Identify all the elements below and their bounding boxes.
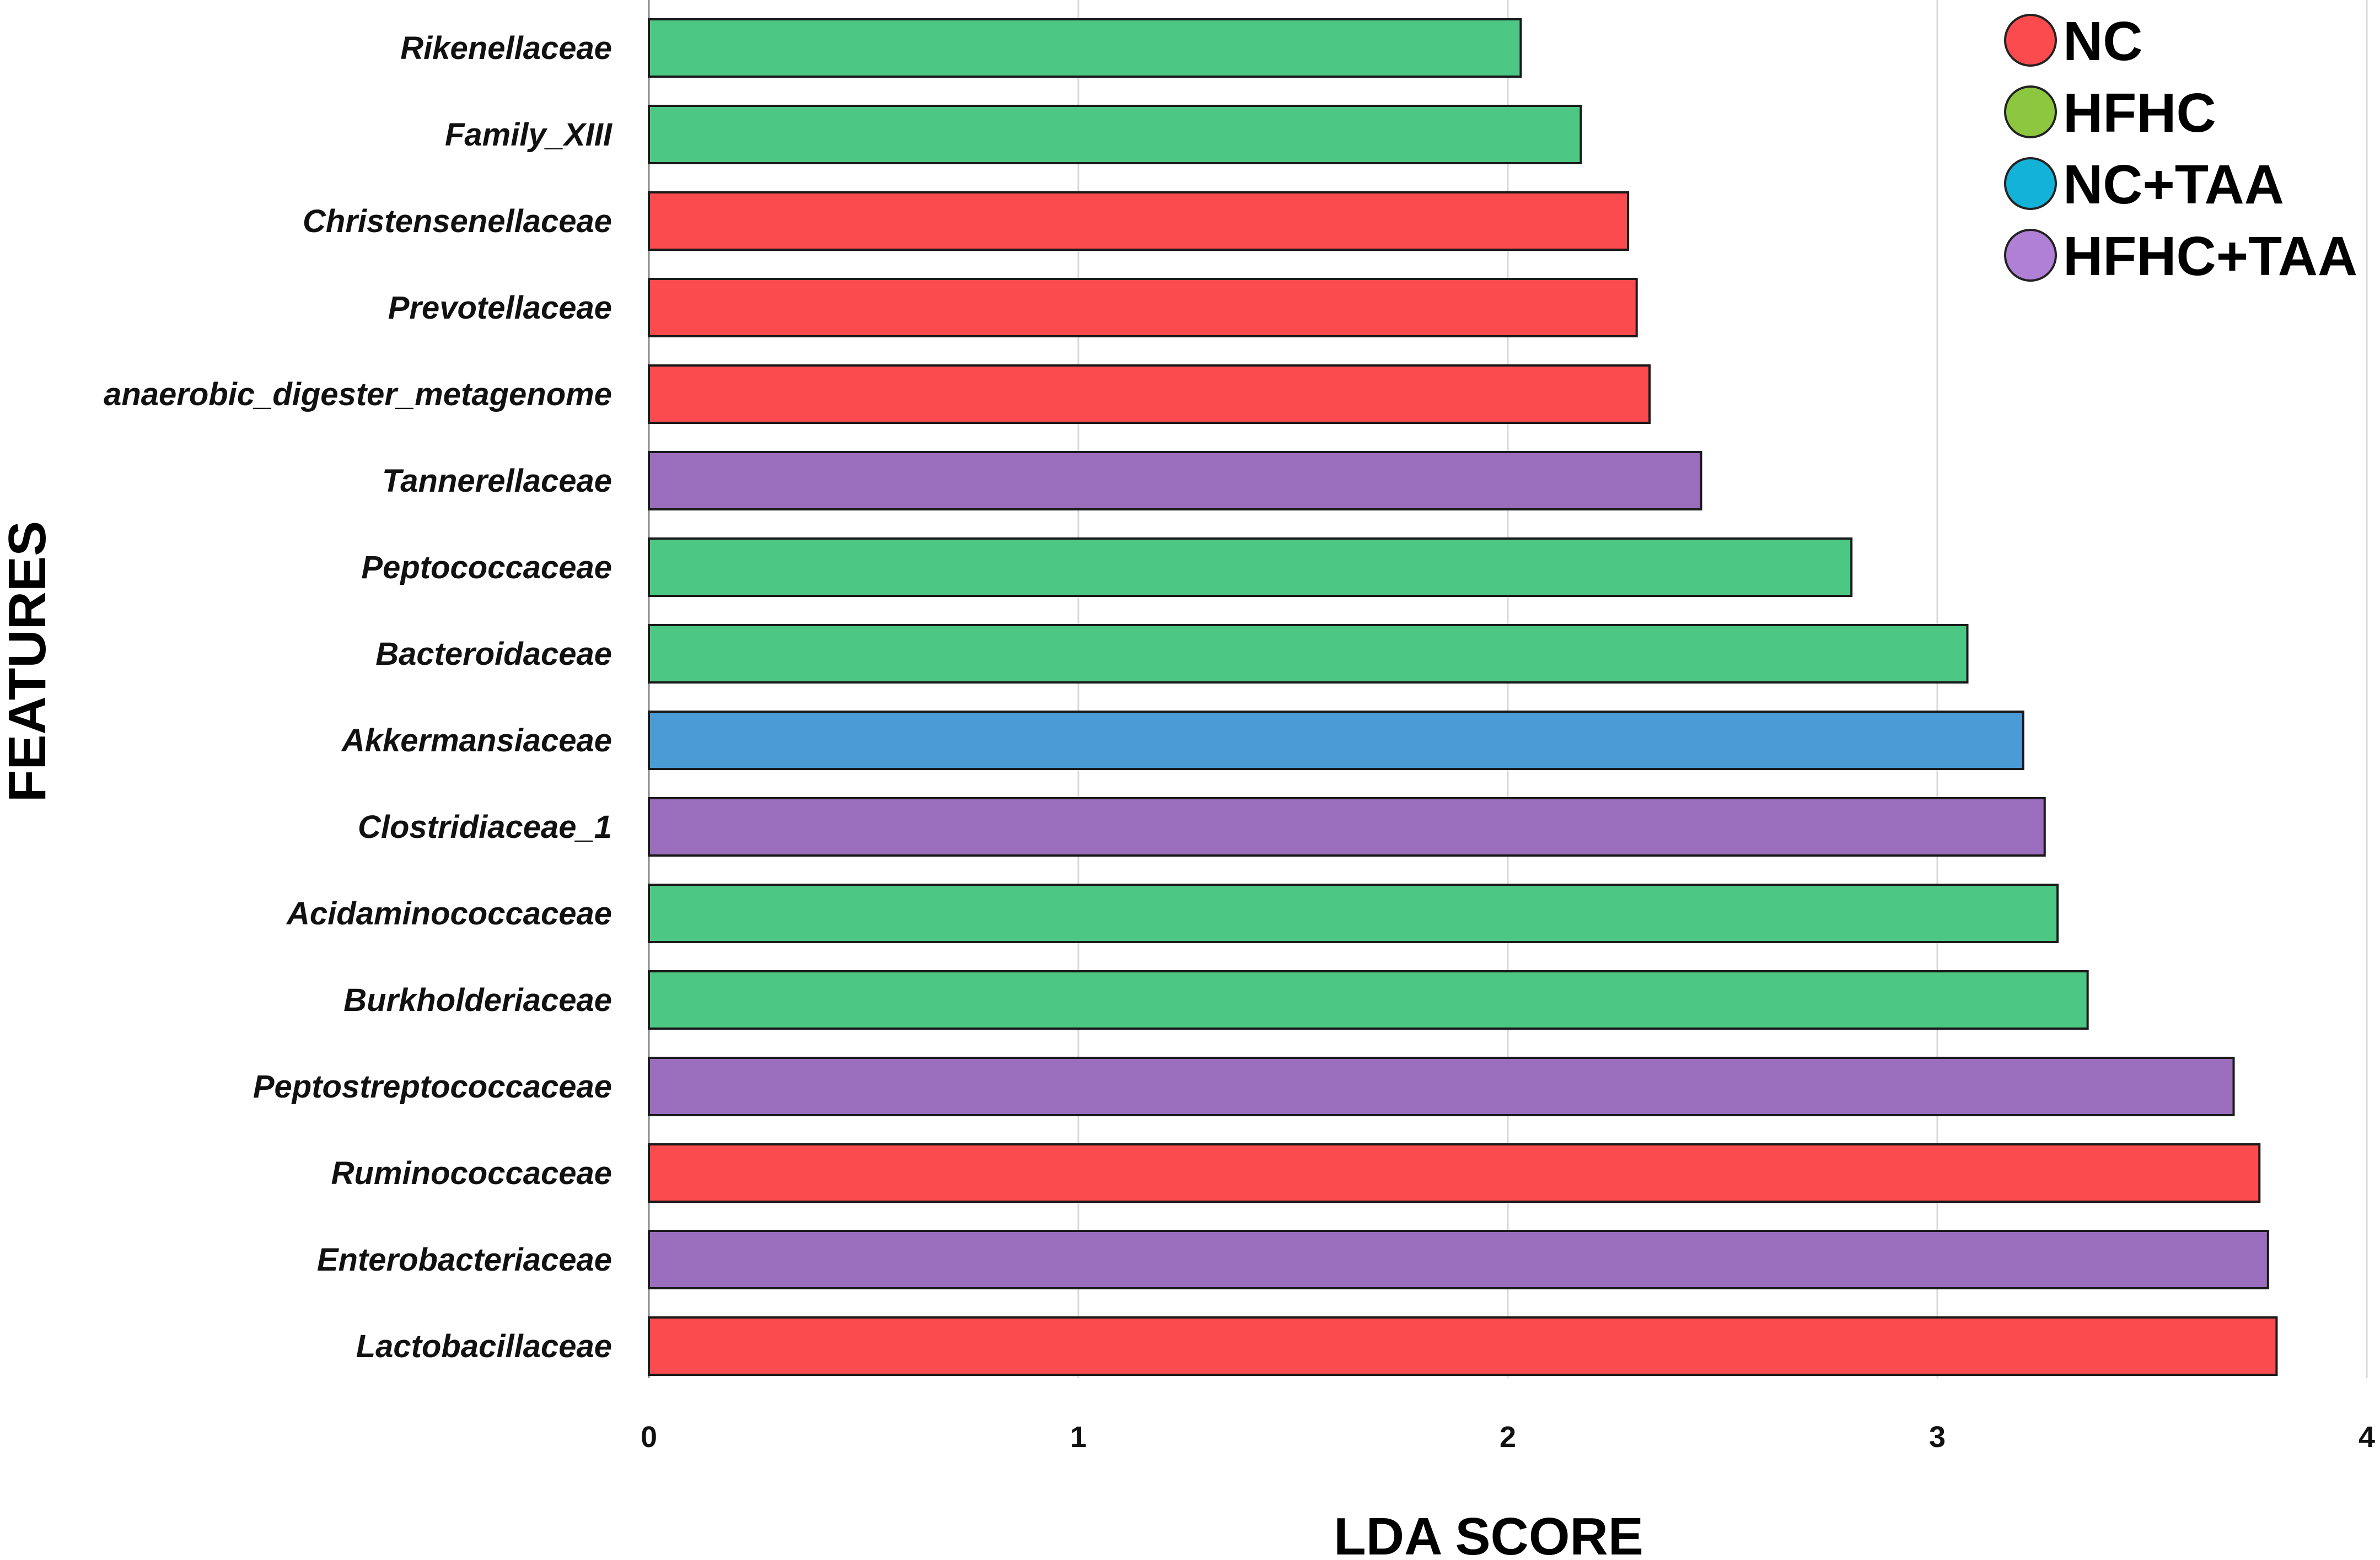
- category-label: Tannerellaceae: [382, 463, 612, 499]
- category-label: Enterobacteriaceae: [317, 1242, 612, 1278]
- category-label: Lactobacillaceae: [356, 1328, 612, 1364]
- y-axis-title: FEATURES: [0, 521, 57, 802]
- bar: [648, 1230, 2269, 1289]
- legend-label: HFHC: [2063, 82, 2216, 144]
- legend-label: NC+TAA: [2063, 154, 2284, 216]
- bar: [648, 364, 1651, 424]
- legend-marker: [2004, 229, 2057, 282]
- category-label: Akkermansiaceae: [341, 723, 612, 759]
- legend-label: NC: [2063, 10, 2142, 72]
- bar: [648, 537, 1853, 597]
- category-label: Rikenellaceae: [400, 30, 612, 66]
- bar: [648, 1057, 2235, 1116]
- bar: [648, 1316, 2278, 1376]
- category-label: Ruminococcaceae: [331, 1155, 612, 1191]
- bar: [648, 711, 2024, 770]
- bar: [648, 1143, 2261, 1203]
- category-label: anaerobic_digester_metagenome: [104, 376, 612, 412]
- category-label: Christensenellaceae: [303, 203, 612, 239]
- legend-marker: [2004, 85, 2057, 138]
- category-label: Acidaminococcaceae: [286, 896, 612, 932]
- category-label: Prevotellaceae: [388, 290, 612, 326]
- x-tick-label: 2: [1500, 1421, 1516, 1454]
- legend-label: HFHC+TAA: [2063, 225, 2357, 287]
- category-label: Peptococcaceae: [361, 550, 612, 585]
- category-labels: Rikenellaceae Family_XIII Christensenellac…: [104, 30, 613, 1364]
- legend: NC HFHC NC+TAA HFHC+TAA: [2004, 10, 2357, 287]
- x-axis-title: LDA SCORE: [1334, 1507, 1643, 1560]
- category-label: Family_XIII: [445, 117, 613, 153]
- x-tick-label: 4: [2358, 1421, 2375, 1454]
- x-tick-label: 3: [1929, 1421, 1946, 1454]
- bar: [648, 451, 1702, 510]
- category-label: Clostridiaceae_1: [358, 809, 612, 845]
- bar: [648, 797, 2046, 857]
- bar: [648, 970, 2089, 1030]
- x-tick-label: 1: [1070, 1421, 1087, 1454]
- x-tick-label: 0: [641, 1421, 657, 1454]
- bar: [648, 884, 2059, 943]
- x-tick-labels: 0 1 2 3 4: [641, 1421, 2375, 1454]
- bar: [648, 105, 1582, 164]
- legend-marker: [2004, 157, 2057, 210]
- bar: [648, 191, 1630, 251]
- category-label: Burkholderiaceae: [343, 982, 612, 1018]
- bars: [648, 18, 2278, 1376]
- bar: [648, 18, 1522, 78]
- category-label: Peptostreptococcaceae: [253, 1069, 612, 1105]
- bar: [648, 278, 1638, 337]
- legend-marker: [2004, 14, 2057, 67]
- bar: [648, 624, 1969, 684]
- category-label: Bacteroidaceae: [375, 636, 612, 672]
